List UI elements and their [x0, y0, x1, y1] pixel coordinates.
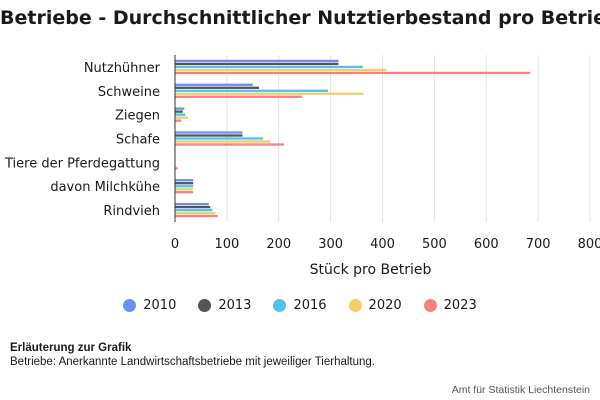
x-tick-label: 0 [171, 237, 179, 252]
legend-item[interactable]: 2013 [198, 298, 251, 313]
y-category-label: Nutzhühner [84, 61, 161, 76]
x-tick-label: 100 [214, 237, 239, 252]
x-axis-label: Stück pro Betrieb [310, 262, 432, 278]
bar-chart: 0 100 200 300 400 500 600 700 800 Stück pro Betri… [4, 55, 600, 278]
legend-label: 2013 [218, 298, 252, 313]
bar-2016 [175, 137, 264, 140]
y-category-label: Ziegen [115, 109, 160, 124]
legend-label: 2023 [443, 298, 477, 313]
legend-item[interactable]: 2016 [273, 298, 327, 313]
bar-2020 [175, 140, 270, 143]
source-credit: Amt für Statistik Liechtenstein [451, 384, 590, 396]
bar-2016 [175, 208, 213, 212]
bar-2020 [175, 211, 216, 215]
legend-swatch [423, 299, 437, 312]
bar-2023 [175, 119, 182, 122]
x-tick-label: 200 [266, 237, 291, 252]
bar-2013 [175, 182, 194, 185]
x-tick-label: 400 [370, 237, 395, 252]
bar-2023 [175, 214, 218, 218]
bar-2010 [175, 179, 194, 182]
bar-2010 [175, 107, 185, 110]
y-category-label: Schafe [116, 133, 160, 148]
legend-label: 2010 [143, 298, 177, 313]
y-category-label: Rindvieh [103, 204, 160, 219]
legend-item[interactable]: 2010 [123, 298, 176, 313]
x-tick-label: 700 [526, 237, 551, 252]
note-heading: Erläuterung zur Grafik [10, 342, 132, 354]
bar-2010 [175, 59, 339, 63]
bar-2020 [175, 116, 188, 119]
bar-2023 [175, 95, 303, 98]
chart-note: Erläuterung zur Grafik Betriebe: Anerkan… [10, 341, 375, 369]
bar-2013 [175, 205, 211, 209]
bar-2010 [175, 131, 243, 134]
bar-2013 [175, 62, 339, 66]
note-text: Betriebe: Anerkannte Landwirtschaftsbetr… [10, 356, 376, 368]
chart-legend: 2010 2013 2016 2020 2023 [0, 298, 600, 313]
bar-2023 [175, 143, 284, 146]
bar-2023 [175, 167, 178, 170]
x-tick-label: 800 [578, 237, 600, 252]
y-category-label: davon Milchkühe [50, 180, 160, 195]
x-tick-label: 300 [318, 237, 343, 252]
legend-swatch [348, 299, 362, 312]
y-category-label: Tiere der Pferdegattung [4, 156, 160, 171]
chart-title: Betriebe - Durchschnittlicher Nutztierbe… [0, 7, 600, 29]
bar-2020 [175, 188, 194, 191]
legend-label: 2016 [293, 298, 327, 313]
bar-2020 [175, 92, 364, 95]
legend-swatch [273, 299, 287, 312]
y-category-label: Schweine [98, 85, 160, 100]
bar-2010 [175, 83, 253, 86]
bar-2013 [175, 86, 260, 89]
legend-swatch [198, 299, 212, 312]
x-tick-label: 600 [474, 237, 499, 252]
bar-2013 [175, 110, 183, 113]
legend-label: 2020 [368, 298, 402, 313]
legend-swatch [123, 299, 137, 312]
bar-2013 [175, 134, 243, 137]
bar-2010 [175, 202, 209, 206]
bar-2016 [175, 185, 194, 188]
x-tick-label: 500 [422, 237, 447, 252]
legend-item[interactable]: 2023 [423, 298, 477, 313]
bar-2016 [175, 113, 186, 116]
bar-2020 [175, 68, 387, 72]
legend-item[interactable]: 2020 [348, 298, 402, 313]
bar-2023 [175, 191, 194, 194]
bar-2016 [175, 65, 363, 69]
bar-2023 [175, 71, 531, 75]
bar-2016 [175, 89, 329, 92]
